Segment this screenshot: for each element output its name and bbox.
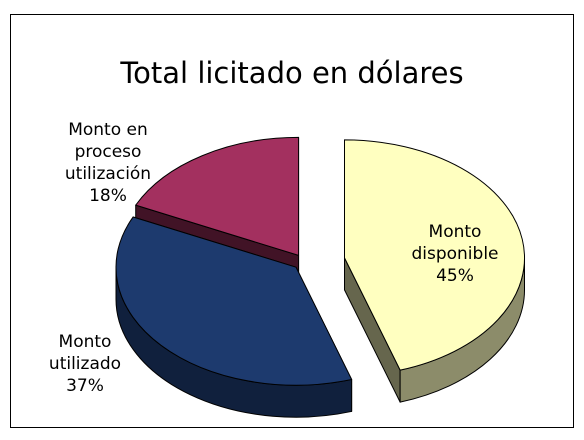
slice-value-label: 18% — [89, 186, 127, 206]
slice-value-label: 45% — [436, 266, 474, 286]
slice-value-label: 37% — [66, 376, 104, 396]
slice-top — [115, 216, 353, 386]
slice-top — [135, 136, 300, 256]
slice — [115, 216, 353, 418]
slice — [344, 139, 526, 403]
slice-label: Monto en proceso utilización — [65, 120, 151, 184]
chart-title: Total licitado en dólares — [119, 56, 463, 90]
slice-label: Monto disponible — [411, 222, 498, 264]
slice-label: Monto utilizado — [49, 332, 121, 374]
slice-top — [344, 139, 525, 371]
